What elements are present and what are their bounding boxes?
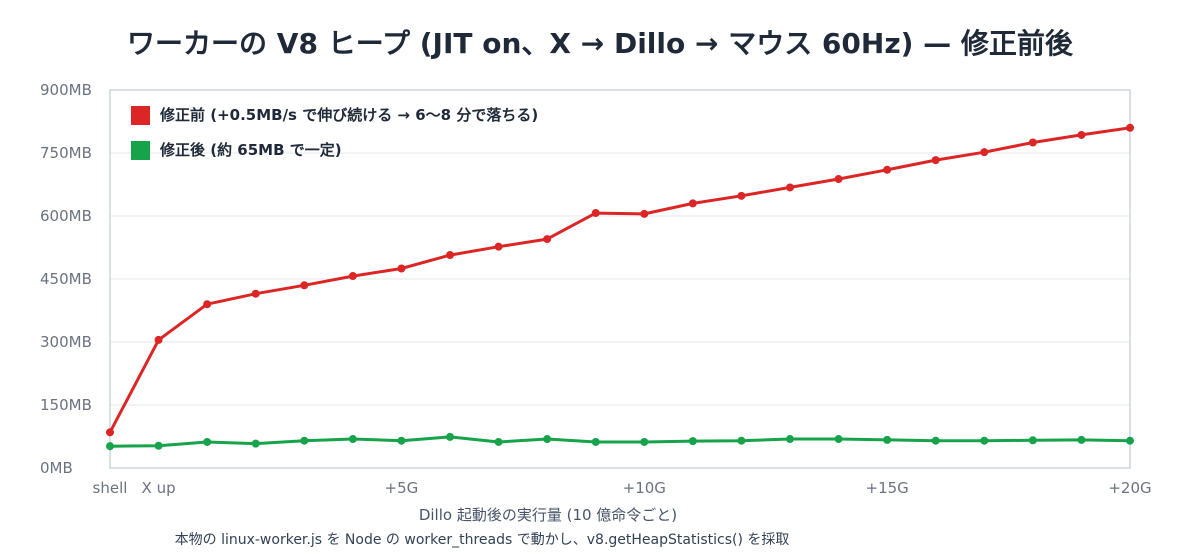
y-tick-label: 0MB <box>40 459 73 477</box>
data-point <box>834 175 843 184</box>
legend-label-after: 修正後 (約 65MB で一定) <box>159 141 342 159</box>
data-point <box>1077 435 1086 444</box>
data-point <box>591 209 600 218</box>
x-tick-label: +5G <box>385 479 419 497</box>
data-point <box>931 436 940 445</box>
data-point <box>300 436 309 445</box>
legend-swatch-before <box>131 106 150 125</box>
data-point <box>543 435 552 444</box>
data-point <box>1028 436 1037 445</box>
data-point <box>931 156 940 165</box>
series-line-before <box>108 126 1132 434</box>
data-point <box>1028 138 1037 147</box>
x-axis-label: Dillo 起動後の実行量 (10 億命令ごと) <box>419 506 677 524</box>
data-point <box>640 209 649 218</box>
data-point <box>1126 123 1134 132</box>
legend: 修正前 (+0.5MB/s で伸び続ける → 6〜8 分で落ちる) 修正後 (約… <box>131 106 538 160</box>
y-tick-label: 600MB <box>40 207 92 225</box>
legend-label-before: 修正前 (+0.5MB/s で伸び続ける → 6〜8 分で落ちる) <box>159 106 538 124</box>
data-point <box>1077 130 1086 139</box>
legend-swatch-after <box>131 141 150 160</box>
data-point <box>834 435 843 444</box>
data-point <box>494 242 503 251</box>
data-point <box>446 432 454 441</box>
data-point <box>980 148 989 157</box>
footnote: 本物の linux-worker.js を Node の worker_thre… <box>175 532 790 548</box>
y-tick-label: 450MB <box>40 270 92 288</box>
data-point <box>640 437 649 446</box>
data-point <box>737 191 746 200</box>
plot-frame <box>109 89 1131 469</box>
data-point <box>203 300 212 309</box>
y-axis-ticks: 0MB 150MB 300MB 450MB 600MB 750MB 900MB <box>40 81 92 477</box>
series-layer <box>106 123 1134 451</box>
data-point <box>251 439 260 448</box>
data-point <box>883 165 892 174</box>
data-point <box>203 437 212 446</box>
data-point <box>397 436 406 445</box>
y-tick-label: 300MB <box>40 333 92 351</box>
data-point <box>688 199 697 208</box>
data-point <box>154 335 163 344</box>
y-tick-label: 750MB <box>40 144 92 162</box>
chart-title: ワーカーの V8 ヒープ (JIT on、X → Dillo → マウス 60H… <box>127 27 1074 60</box>
data-point <box>106 442 114 451</box>
y-tick-label: 900MB <box>40 81 92 99</box>
data-point <box>348 272 357 281</box>
data-point <box>688 437 697 446</box>
series-line-after <box>108 435 1132 448</box>
y-tick-label: 150MB <box>40 396 92 414</box>
x-tick-label: +10G <box>623 479 666 497</box>
x-axis-ticks: shell X up +5G +10G +15G +20G <box>93 479 1152 497</box>
grid-layer <box>110 152 1130 406</box>
data-point <box>154 441 163 450</box>
data-point <box>786 435 794 444</box>
data-point <box>591 437 600 446</box>
data-point <box>494 437 503 446</box>
data-point <box>348 435 357 444</box>
data-point <box>786 183 794 192</box>
data-point <box>397 264 406 273</box>
data-point <box>1126 436 1134 445</box>
data-point <box>300 281 309 290</box>
data-point <box>251 289 260 298</box>
x-tick-label: +15G <box>866 479 909 497</box>
data-point <box>106 428 114 437</box>
data-point <box>980 436 989 445</box>
data-point <box>446 251 454 260</box>
data-point <box>543 235 552 244</box>
x-tick-label: X up <box>142 479 176 497</box>
data-point <box>883 435 892 444</box>
x-tick-label: +20G <box>1108 479 1151 497</box>
data-point <box>737 436 746 445</box>
x-tick-label: shell <box>93 479 128 497</box>
